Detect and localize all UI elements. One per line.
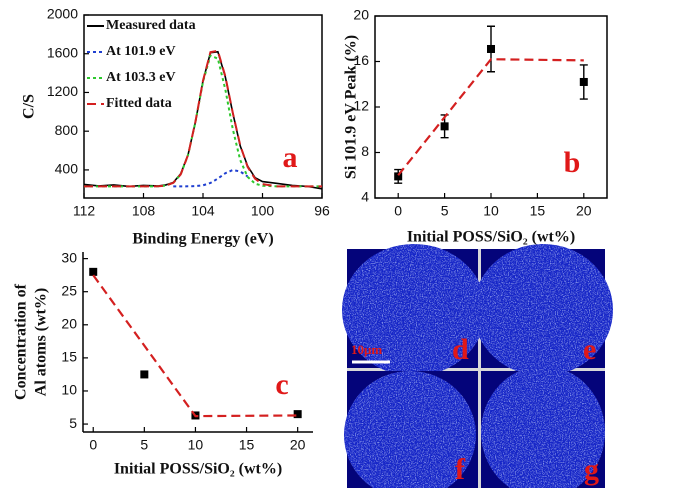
legend-label: Measured data — [106, 18, 196, 33]
x-tick-label: 0 — [89, 437, 97, 453]
data-point — [140, 370, 149, 379]
panel-label: c — [275, 368, 288, 401]
x-tick-label: 108 — [132, 203, 156, 219]
data-point — [440, 122, 449, 131]
data-line — [84, 49, 322, 188]
data-point — [487, 44, 495, 53]
y-tick-label: 8 — [361, 143, 369, 159]
x-tick-label: 5 — [441, 203, 449, 219]
y-tick-label: 20 — [61, 315, 77, 331]
y-axis-label: C/S — [21, 94, 38, 119]
x-tick-label: 112 — [73, 203, 96, 219]
x-axis-label: Initial POSS/SiO₂ (wt%) — [407, 229, 575, 246]
y-axis-label: Si 101.9 eV Peak (%) — [343, 35, 360, 179]
scale-bar-label: 10μm — [351, 342, 382, 357]
micrograph-grid: 10μm d e f g — [342, 244, 613, 488]
y-tick-label: 12 — [353, 98, 369, 114]
panel-label: e — [583, 333, 596, 366]
x-tick-label: 5 — [140, 437, 148, 453]
x-tick-label: 96 — [314, 203, 330, 219]
x-axis-label: Binding Energy (eV) — [132, 231, 273, 248]
x-tick-label: 104 — [191, 203, 215, 219]
data-line — [92, 274, 298, 418]
y-axis-label: Al atoms (wt%) — [33, 288, 50, 396]
panel-label: d — [452, 333, 469, 366]
y-tick-label: 30 — [61, 249, 77, 265]
y-tick-label: 15 — [61, 349, 77, 365]
legend-label: Fitted data — [106, 96, 172, 111]
y-tick-label: 16 — [353, 52, 369, 68]
y-tick-label: 10 — [61, 382, 77, 398]
panel-label: a — [283, 141, 298, 174]
panel-label: f — [455, 453, 466, 486]
panel-label: g — [584, 453, 599, 486]
data-point — [89, 267, 98, 276]
x-tick-label: 10 — [188, 437, 204, 453]
y-axis-label: Concentration of — [13, 283, 30, 400]
particle — [473, 244, 613, 376]
x-tick-label: 10 — [483, 203, 499, 219]
data-line — [173, 168, 249, 188]
panel-label: b — [564, 146, 581, 179]
panel: 112 108 104 100 96 400 800 1200 1600 2000 Binding … — [21, 6, 330, 248]
y-tick-label: 5 — [69, 415, 77, 431]
data-point — [293, 410, 302, 419]
y-tick-label: 1600 — [47, 44, 78, 60]
data-point — [394, 172, 403, 181]
x-tick-label: 20 — [576, 203, 592, 219]
x-tick-label: 0 — [394, 203, 402, 219]
particle — [481, 366, 605, 488]
particle — [342, 244, 486, 376]
legend-label: At 101.9 eV — [106, 44, 176, 59]
y-tick-label: 2000 — [47, 6, 78, 22]
particle — [344, 371, 476, 488]
data-point — [579, 77, 588, 86]
y-tick-label: 1200 — [47, 83, 78, 99]
y-tick-label: 4 — [361, 189, 369, 205]
y-tick-label: 25 — [61, 282, 77, 298]
x-tick-label: 100 — [251, 203, 275, 219]
y-tick-label: 20 — [353, 7, 369, 23]
y-tick-label: 800 — [55, 122, 79, 138]
x-axis-label: Initial POSS/SiO₂ (wt%) — [114, 461, 282, 478]
x-tick-label: 20 — [290, 437, 306, 453]
legend-label: At 103.3 eV — [106, 70, 176, 85]
x-tick-label: 15 — [530, 203, 546, 219]
y-tick-label: 400 — [55, 161, 79, 177]
data-line — [397, 58, 584, 176]
x-tick-label: 15 — [239, 437, 255, 453]
